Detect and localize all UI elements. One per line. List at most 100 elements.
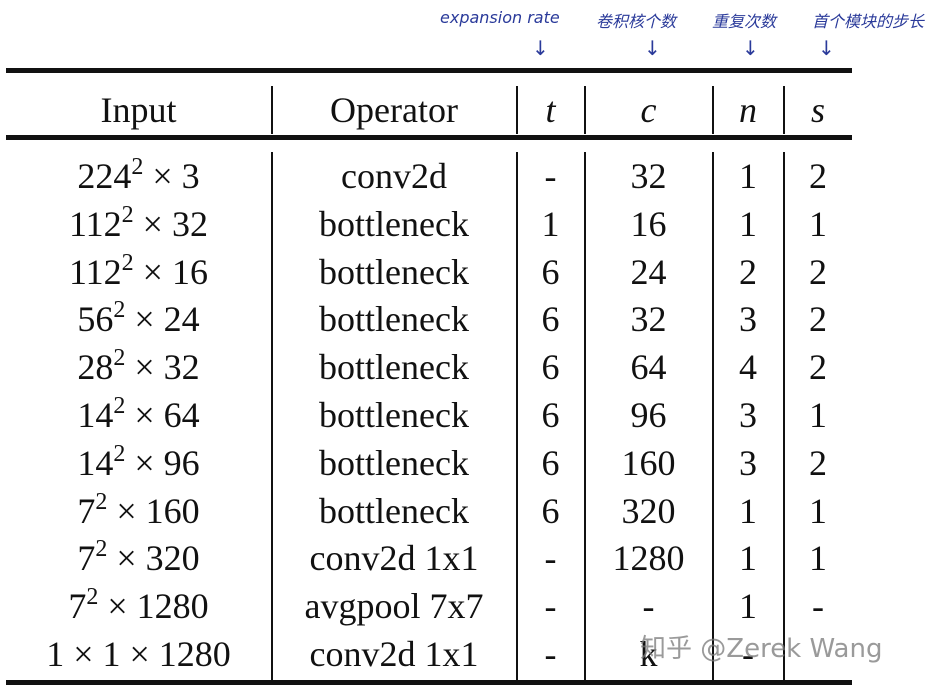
- column-separator: [271, 86, 273, 134]
- input-base: 7: [77, 490, 96, 531]
- cell-n: 1: [739, 490, 757, 531]
- cell-c: 16: [630, 203, 667, 244]
- cell-n: 2: [739, 251, 757, 292]
- cell-c: 32: [630, 299, 667, 340]
- header-input: Input: [100, 90, 177, 130]
- table-row: 562 × 24 bottleneck 6 32 3 2: [0, 295, 952, 343]
- input-rest: × 96: [125, 442, 200, 483]
- column-separator: [712, 86, 714, 134]
- input-base: 14: [77, 442, 114, 483]
- cell-input: 72 × 320: [6, 534, 271, 582]
- annotation-repeat-count: 重复次数: [712, 12, 777, 31]
- arrow-down-icon: ↓: [644, 36, 661, 60]
- annotation-first-stride: 首个模块的步长: [812, 12, 925, 31]
- cell-t: 6: [541, 442, 560, 483]
- table-row: 72 × 160 bottleneck 6 320 1 1: [0, 487, 952, 535]
- table-top-rule: [6, 68, 852, 73]
- cell-t: 6: [541, 251, 560, 292]
- table-header-rule: [6, 135, 852, 140]
- column-separator: [271, 152, 273, 680]
- input-rest: × 16: [133, 251, 208, 292]
- input-rest: × 320: [107, 538, 200, 579]
- arrow-down-icon: ↓: [532, 36, 549, 60]
- input-rest: × 3: [143, 156, 200, 196]
- cell-t: -: [544, 538, 557, 579]
- input-rest: × 32: [133, 203, 208, 244]
- header-c: c: [640, 90, 657, 130]
- table-row: 72 × 320 conv2d 1x1 - 1280 1 1: [0, 534, 952, 582]
- cell-s: 2: [809, 299, 827, 340]
- header-operator: Operator: [330, 90, 458, 130]
- input-exponent: 2: [121, 201, 134, 228]
- cell-c: 32: [630, 156, 667, 196]
- cell-s: 2: [809, 347, 827, 388]
- input-exponent: 2: [113, 345, 126, 372]
- cell-s: 1: [809, 395, 827, 435]
- cell-operator: conv2d 1x1: [309, 634, 479, 674]
- column-separator: [783, 86, 785, 134]
- cell-operator: bottleneck: [319, 442, 469, 483]
- cell-t: -: [544, 156, 557, 196]
- input-base: 112: [69, 251, 122, 292]
- cell-operator: bottleneck: [319, 203, 469, 244]
- cell-n: 1: [739, 203, 757, 244]
- table-row: 282 × 32 bottleneck 6 64 4 2: [0, 343, 952, 391]
- table-row: 1 × 1 × 1280 conv2d 1x1 - k -: [0, 630, 952, 678]
- annotation-expansion-rate: expansion rate: [440, 8, 560, 27]
- input-exponent: 2: [113, 297, 126, 324]
- cell-operator: bottleneck: [319, 251, 469, 292]
- column-separator: [584, 152, 586, 680]
- cell-c: 320: [621, 490, 676, 531]
- cell-input: 562 × 24: [6, 295, 271, 343]
- input-exponent: 2: [86, 584, 99, 611]
- cell-s: 1: [809, 538, 827, 579]
- input-exponent: 2: [113, 440, 126, 467]
- cell-input: 1122 × 32: [6, 200, 271, 248]
- watermark: 知乎 @Zerek Wang: [640, 634, 883, 664]
- table-row: 142 × 96 bottleneck 6 160 3 2: [0, 439, 952, 487]
- cell-s: 1: [809, 203, 827, 244]
- cell-c: 160: [621, 442, 676, 483]
- input-rest: × 24: [125, 299, 200, 340]
- input-base: 112: [69, 203, 122, 244]
- cell-t: 6: [541, 347, 560, 388]
- cell-input: 72 × 160: [6, 487, 271, 535]
- cell-input: 72 × 1280: [6, 582, 271, 630]
- cell-c: k: [639, 634, 658, 674]
- table-row: 142 × 64 bottleneck 6 96 3 1: [0, 391, 952, 439]
- cell-input: 2242 × 3: [6, 152, 271, 200]
- cell-s: 2: [809, 156, 827, 196]
- cell-n: 1: [739, 156, 757, 196]
- cell-s: 1: [809, 490, 827, 531]
- cell-operator: conv2d 1x1: [309, 538, 479, 579]
- cell-c: 1280: [612, 538, 685, 579]
- input-base: 28: [77, 347, 114, 388]
- cell-c: 24: [630, 251, 667, 292]
- cell-input: 142 × 64: [6, 391, 271, 439]
- header-s: s: [810, 90, 825, 130]
- input-rest: × 32: [125, 347, 200, 388]
- cell-s: 2: [809, 251, 827, 292]
- cell-c: -: [642, 586, 655, 627]
- column-separator: [783, 152, 785, 680]
- cell-input: 1 × 1 × 1280: [6, 630, 271, 678]
- cell-t: 1: [541, 203, 560, 244]
- column-separator: [584, 86, 586, 134]
- input-rest: × 1280: [98, 586, 209, 627]
- input-exponent: 2: [113, 393, 126, 419]
- cell-c: 96: [630, 395, 667, 435]
- input-base: 14: [77, 395, 114, 435]
- input-base: 56: [77, 299, 114, 340]
- arrow-down-icon: ↓: [742, 36, 759, 60]
- input-base: 7: [68, 586, 87, 627]
- cell-operator: conv2d: [341, 156, 447, 196]
- cell-t: -: [544, 586, 557, 627]
- cell-operator: bottleneck: [319, 395, 469, 435]
- input-exponent: 2: [121, 249, 134, 276]
- cell-n: 3: [739, 395, 757, 435]
- cell-n: -: [742, 634, 754, 674]
- table-row: 2242 × 3 conv2d - 32 1 2: [0, 152, 952, 200]
- cell-operator: bottleneck: [319, 347, 469, 388]
- column-separator: [516, 86, 518, 134]
- column-separator: [516, 152, 518, 680]
